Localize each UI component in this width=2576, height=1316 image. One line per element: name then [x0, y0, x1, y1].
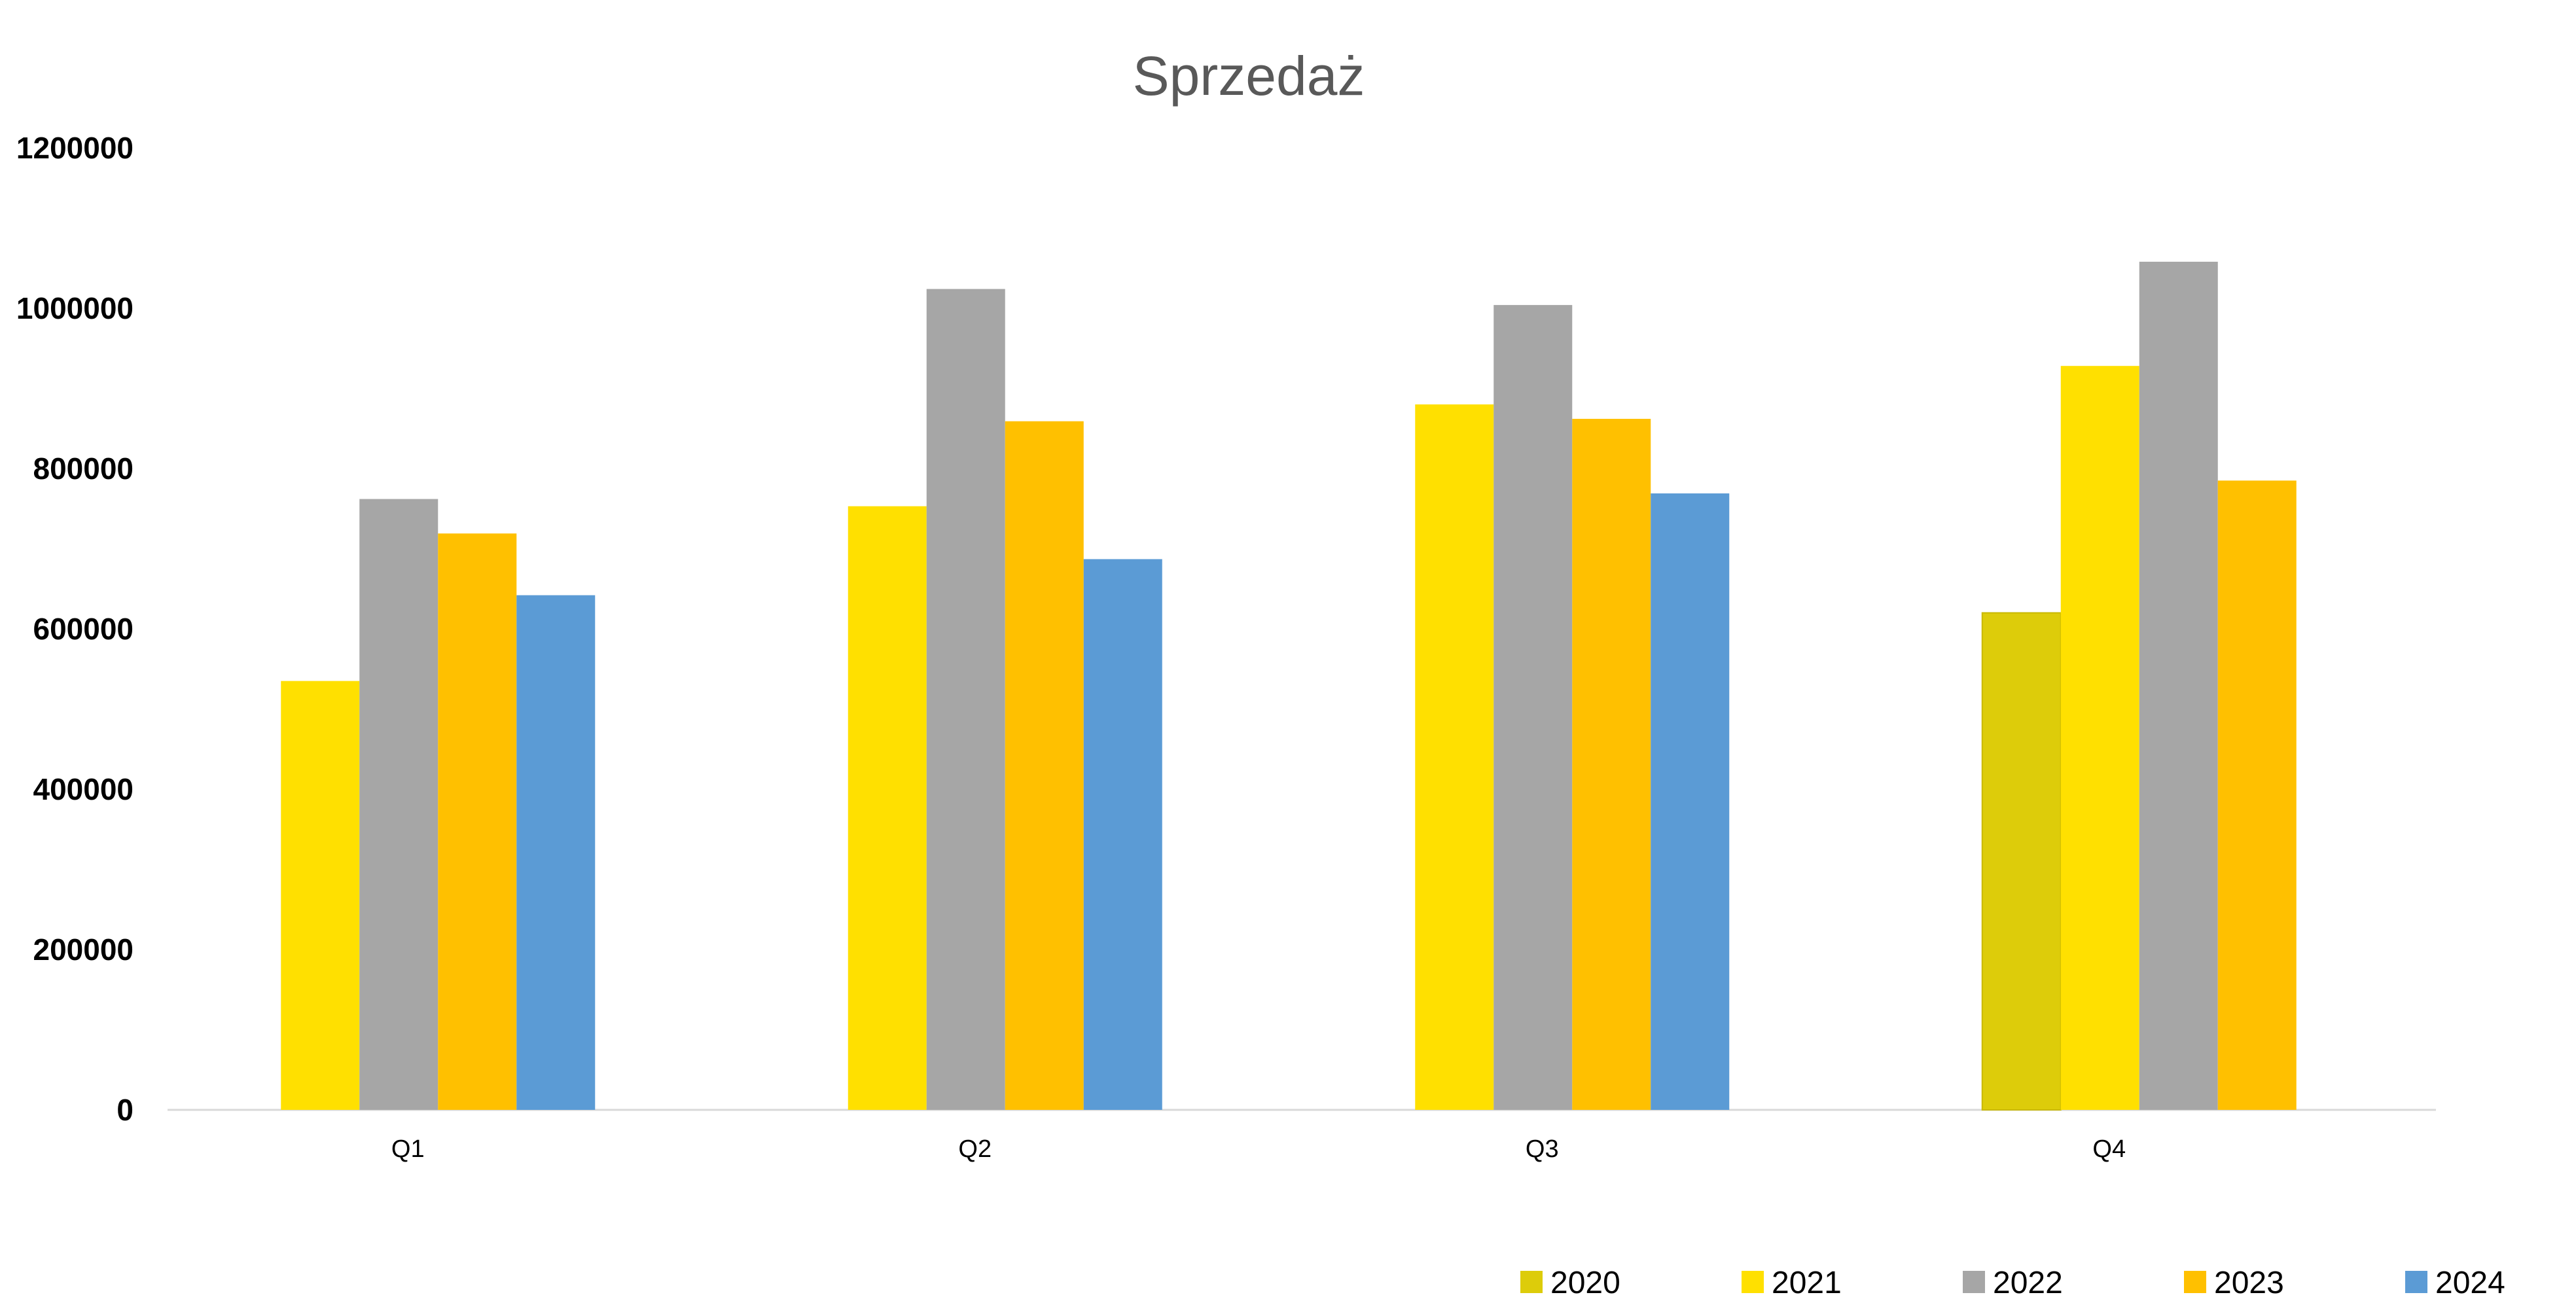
bar-2024-Q1 [516, 595, 596, 1110]
legend-swatch-2021 [1742, 1271, 1764, 1293]
bar-2021-Q1 [281, 681, 360, 1110]
bar-2023-Q1 [438, 533, 517, 1110]
legend-swatch-2024 [2405, 1271, 2427, 1293]
bar-2020-Q4 [1981, 612, 2062, 1111]
bar-2021-Q3 [1415, 404, 1494, 1110]
y-tick-label: 1200000 [16, 131, 134, 165]
y-tick-label: 800000 [33, 452, 134, 486]
bar-2022-Q1 [359, 499, 438, 1110]
bar-2023-Q4 [2217, 480, 2297, 1110]
bar-2024-Q2 [1083, 559, 1162, 1110]
x-axis: Q1 Q2 Q3 Q4 [391, 1135, 2126, 1163]
legend-label-2022: 2022 [1993, 1266, 2063, 1300]
bar-2022-Q3 [1494, 305, 1573, 1111]
legend-label-2024: 2024 [2435, 1266, 2505, 1300]
legend-swatch-2022 [1963, 1271, 1985, 1293]
legend: 2020 2021 2022 2023 2024 [1520, 1266, 2505, 1300]
legend-swatch-2023 [2184, 1271, 2206, 1293]
legend-swatch-2020 [1520, 1271, 1543, 1293]
y-axis: 0 200000 400000 600000 800000 1000000 1200000 [16, 131, 134, 1127]
bar-2022-Q2 [926, 289, 1005, 1111]
bar-2021-Q2 [848, 506, 927, 1110]
x-tick-label-Q2: Q2 [958, 1135, 992, 1163]
bars [281, 261, 2297, 1111]
x-tick-label-Q3: Q3 [1526, 1135, 1559, 1163]
legend-label-2021: 2021 [1772, 1266, 1842, 1300]
legend-label-2023: 2023 [2214, 1266, 2284, 1300]
bar-2021-Q4 [2060, 366, 2139, 1111]
bar-2023-Q2 [1005, 421, 1084, 1110]
y-tick-label: 600000 [33, 612, 134, 646]
y-tick-label: 400000 [33, 772, 134, 806]
bar-2023-Q3 [1572, 419, 1651, 1110]
y-tick-label: 0 [116, 1093, 134, 1127]
x-tick-label-Q4: Q4 [2092, 1135, 2126, 1163]
bar-2022-Q4 [2139, 261, 2218, 1111]
y-tick-label: 200000 [33, 933, 134, 967]
chart-title: Sprzedaż [1133, 45, 1365, 107]
bar-2024-Q3 [1651, 493, 1730, 1110]
legend-label-2020: 2020 [1550, 1266, 1620, 1300]
y-tick-label: 1000000 [16, 291, 134, 325]
x-tick-label-Q1: Q1 [391, 1135, 425, 1163]
